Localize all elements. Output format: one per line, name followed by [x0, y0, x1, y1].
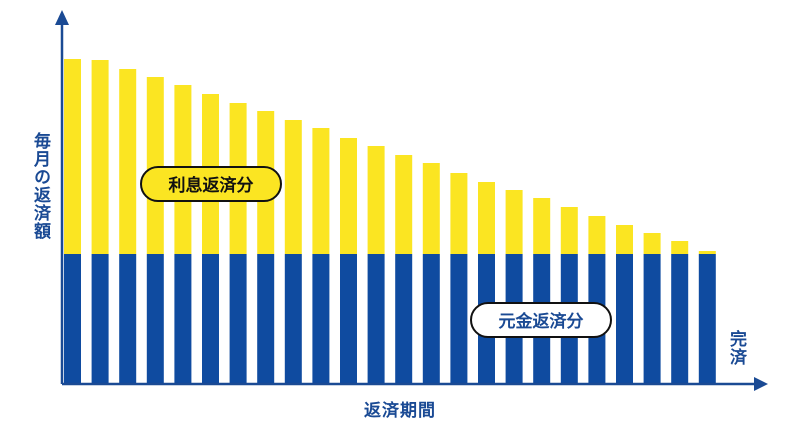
interest-bar-10: [312, 128, 330, 254]
principal-bar-10: [312, 254, 330, 384]
y-axis-label: 毎月の返済額: [30, 132, 50, 240]
interest-bar-12: [367, 146, 385, 254]
interest-bar-13: [395, 155, 413, 254]
principal-bar-6: [202, 254, 219, 384]
principal-bar-4: [146, 254, 164, 384]
principal-bar-13: [395, 254, 413, 384]
interest-bar-16: [478, 182, 495, 254]
principal-bar-2: [91, 254, 109, 384]
interest-bar-19: [560, 207, 578, 254]
interest-bar-18: [533, 198, 551, 254]
principal-bar-24: [698, 254, 716, 384]
interest-bar-21: [616, 225, 633, 254]
principal-bar-7: [229, 254, 247, 384]
interest-bar-14: [422, 163, 440, 254]
principal-bar-11: [340, 254, 357, 384]
interest-bar-15: [450, 173, 468, 254]
principal-portion-label: 元金返済分: [470, 302, 612, 338]
principal-bar-3: [119, 254, 137, 384]
principal-bar-22: [643, 254, 661, 384]
interest-portion-label: 利息返済分: [140, 166, 282, 202]
principal-bar-1: [64, 254, 81, 384]
interest-bar-17: [505, 190, 523, 254]
principal-bar-12: [367, 254, 385, 384]
x-axis-label: 返済期間: [364, 401, 436, 421]
principal-bar-8: [257, 254, 275, 384]
interest-bar-22: [643, 233, 661, 254]
principal-bar-15: [450, 254, 468, 384]
interest-bar-11: [340, 138, 357, 254]
principal-bar-5: [174, 254, 192, 384]
principal-bar-14: [422, 254, 440, 384]
interest-bar-20: [588, 216, 606, 254]
principal-bar-23: [671, 254, 689, 384]
x-axis-arrow-icon: [754, 377, 768, 391]
principal-bar-9: [284, 254, 302, 384]
interest-bar-23: [671, 241, 689, 254]
interest-bar-2: [91, 60, 109, 254]
principal-bar-21: [616, 254, 633, 384]
interest-bar-24: [698, 251, 716, 254]
interest-bar-9: [284, 120, 302, 254]
interest-bar-3: [119, 69, 137, 254]
interest-bar-4: [146, 77, 164, 254]
completion-label: 完済: [726, 330, 746, 366]
y-axis-arrow-icon: [55, 10, 69, 25]
interest-bar-1: [64, 59, 81, 254]
